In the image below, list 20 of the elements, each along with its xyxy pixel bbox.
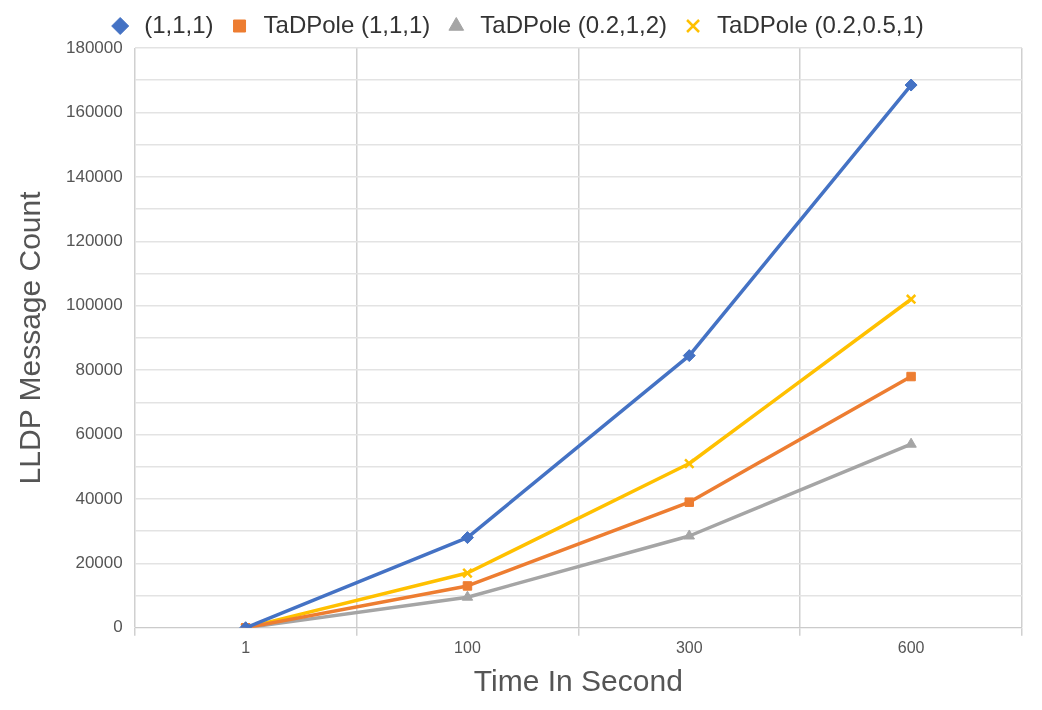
y-tick-label: 160000 [65, 102, 123, 122]
x-tick-label: 1 [241, 638, 251, 656]
x-axis-title: Time In Second [473, 664, 683, 698]
x-tick-label: 300 [675, 638, 703, 656]
legend-label: TaDPole (0.2,0.5,1) [717, 10, 924, 38]
y-tick-label: 80000 [75, 359, 123, 379]
y-tick-label: 120000 [65, 230, 123, 250]
y-tick-label: 100000 [65, 295, 123, 315]
legend-label: TaDPole (0.2,1,2) [480, 10, 668, 38]
x-tick-label: 100 [454, 638, 481, 656]
y-tick-label: 20000 [75, 553, 123, 573]
legend-label: (1,1,1) [144, 10, 214, 38]
y-axis-title: LLDP Message Count [13, 190, 47, 485]
y-tick-label: 60000 [75, 424, 123, 444]
legend-label: TaDPole (1,1,1) [263, 10, 431, 38]
y-tick-label: 140000 [65, 166, 123, 186]
y-tick-label: 180000 [65, 37, 123, 57]
y-tick-label: 0 [113, 617, 123, 637]
x-tick-label: 600 [897, 638, 925, 656]
y-tick-label: 40000 [75, 488, 123, 508]
